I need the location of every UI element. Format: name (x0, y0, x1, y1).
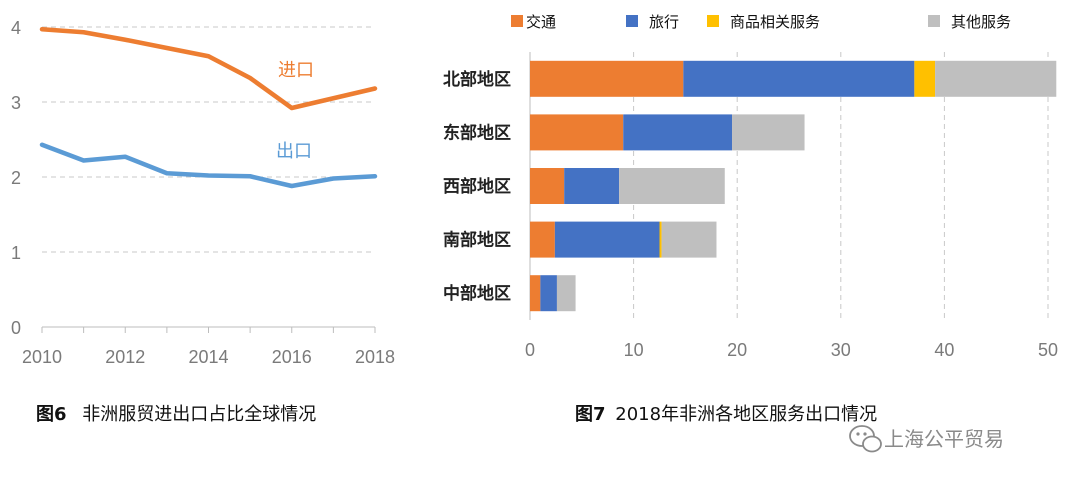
series-label-import: 进口 (278, 60, 314, 81)
bar-segment (564, 168, 620, 204)
figure6-caption: 图6 非洲服贸进出口占比全球情况 (36, 404, 316, 425)
category-label: 中部地区 (443, 283, 511, 304)
line-chart-series (39, 27, 378, 189)
bar-segment (530, 275, 541, 312)
bar-segment (659, 221, 662, 258)
wechat-icon (849, 425, 882, 453)
y-tick-label: 2 (11, 168, 21, 188)
bar-segment (530, 221, 555, 258)
bar-chart-x-tick-labels: 0 10 20 30 40 50 (525, 340, 1058, 360)
category-label: 西部地区 (443, 176, 511, 197)
legend-swatch-transport (511, 15, 523, 27)
line-chart: 0 1 2 3 4 2010 2012 2014 2016 2018 进口 出口 (11, 18, 395, 367)
line-chart-x-tick-marks (41, 327, 376, 333)
x-tick-label: 0 (525, 340, 535, 360)
figure6-caption-prefix: 图6 (36, 404, 67, 425)
legend-swatch-travel (626, 15, 638, 27)
bar-segment (914, 60, 936, 97)
legend-label-other-services: 其他服务 (951, 13, 1011, 31)
figure7-caption: 图7 2018年非洲各地区服务出口情况 (575, 404, 877, 425)
legend-swatch-other-services (928, 15, 940, 27)
line-chart-y-tick-labels: 0 1 2 3 4 (11, 18, 21, 338)
figure7-caption-prefix: 图7 (575, 404, 606, 425)
figure6-caption-text: 非洲服贸进出口占比全球情况 (82, 404, 316, 425)
x-tick-label: 2014 (188, 347, 228, 367)
y-tick-label: 4 (11, 18, 21, 38)
x-tick-label: 20 (727, 340, 747, 360)
y-tick-label: 0 (11, 318, 21, 338)
x-tick-label: 40 (934, 340, 954, 360)
watermark-text: 上海公平贸易 (884, 427, 1004, 451)
x-tick-label: 2018 (355, 347, 395, 367)
bar-segment (530, 114, 624, 151)
line-chart-grid (42, 26, 375, 253)
bar-segment (935, 60, 1057, 97)
category-label: 南部地区 (443, 230, 511, 251)
series-label-export: 出口 (276, 141, 312, 162)
bar-segment (554, 221, 660, 258)
bar-chart-bars (530, 60, 1057, 312)
legend-label-transport: 交通 (526, 13, 556, 31)
line-chart-x-tick-labels: 2010 2012 2014 2016 2018 (22, 347, 395, 367)
bar-segment (530, 60, 684, 97)
figure7-caption-text: 2018年非洲各地区服务出口情况 (615, 404, 877, 425)
legend-label-travel: 旅行 (649, 13, 679, 31)
bar-segment (530, 168, 565, 204)
bar-segment (540, 275, 557, 312)
x-tick-label: 2012 (105, 347, 145, 367)
x-tick-label: 10 (624, 340, 644, 360)
watermark: 上海公平贸易 (849, 425, 1004, 453)
legend-label-goods-services: 商品相关服务 (730, 13, 820, 31)
bar-segment (556, 275, 576, 312)
bar-chart-legend: 交通 旅行 商品相关服务 其他服务 (511, 13, 1011, 31)
bar-segment (683, 60, 915, 97)
category-label: 东部地区 (443, 122, 511, 143)
x-tick-label: 50 (1038, 340, 1058, 360)
x-tick-label: 2010 (22, 347, 62, 367)
x-tick-label: 2016 (272, 347, 312, 367)
category-label: 北部地区 (443, 69, 511, 90)
y-tick-label: 1 (11, 243, 21, 263)
bar-segment (732, 114, 805, 151)
y-tick-label: 3 (11, 93, 21, 113)
export-series-line (39, 142, 378, 189)
legend-swatch-goods-services (707, 15, 719, 27)
x-tick-label: 30 (831, 340, 851, 360)
bar-segment (661, 221, 717, 258)
import-series-line (39, 27, 378, 111)
bar-segment (619, 168, 725, 204)
bar-segment (623, 114, 733, 151)
